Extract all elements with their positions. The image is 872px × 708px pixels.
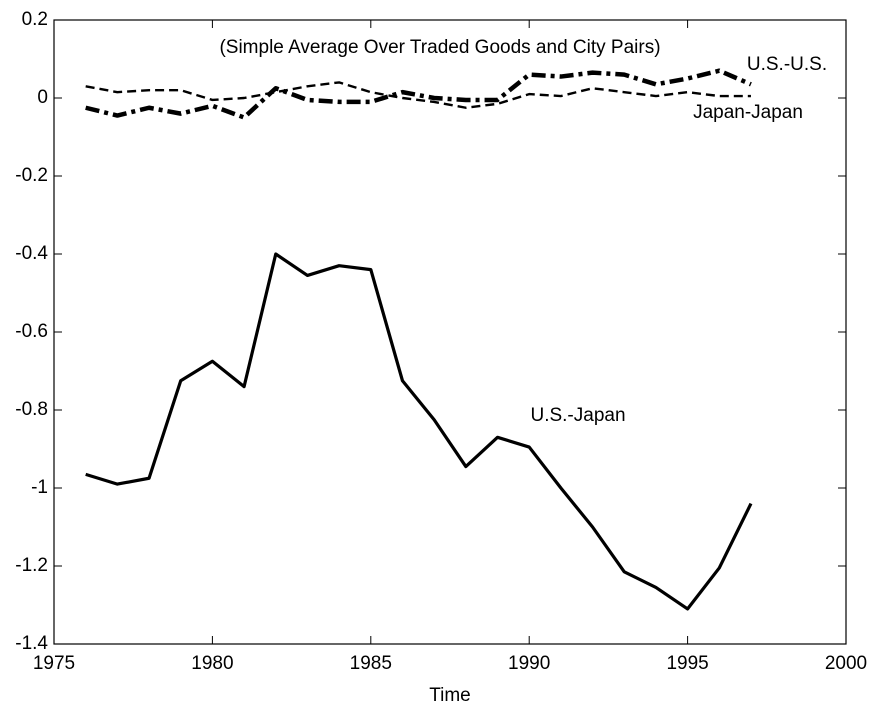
series-line (85, 81, 751, 109)
x-tick-label: 1980 (191, 653, 233, 674)
x-axis-label: Time (429, 685, 471, 706)
x-tick-label: 1975 (33, 653, 75, 674)
annotation: (Simple Average Over Traded Goods and Ci… (219, 37, 660, 58)
y-tick-label: -0.8 (15, 399, 48, 420)
y-tick-label: -1 (31, 477, 48, 498)
y-tick-label: 0 (37, 87, 48, 108)
y-tick-label: -1.2 (15, 555, 48, 576)
series-label: Japan-Japan (693, 102, 803, 123)
y-tick-label: 0.2 (22, 9, 48, 30)
x-tick-label: 2000 (825, 653, 867, 674)
x-tick-label: 1985 (350, 653, 392, 674)
x-tick-label: 1995 (666, 653, 708, 674)
y-tick-label: -0.4 (15, 243, 48, 264)
series-label: U.S.-U.S. (747, 54, 827, 75)
y-tick-label: -0.2 (15, 165, 48, 186)
y-tick-label: -0.6 (15, 321, 48, 342)
series-label: U.S.-Japan (530, 405, 625, 426)
series-line (85, 252, 753, 611)
x-tick-label: 1990 (508, 653, 550, 674)
y-tick-label: -1.4 (15, 633, 48, 654)
series-line (85, 68, 752, 120)
